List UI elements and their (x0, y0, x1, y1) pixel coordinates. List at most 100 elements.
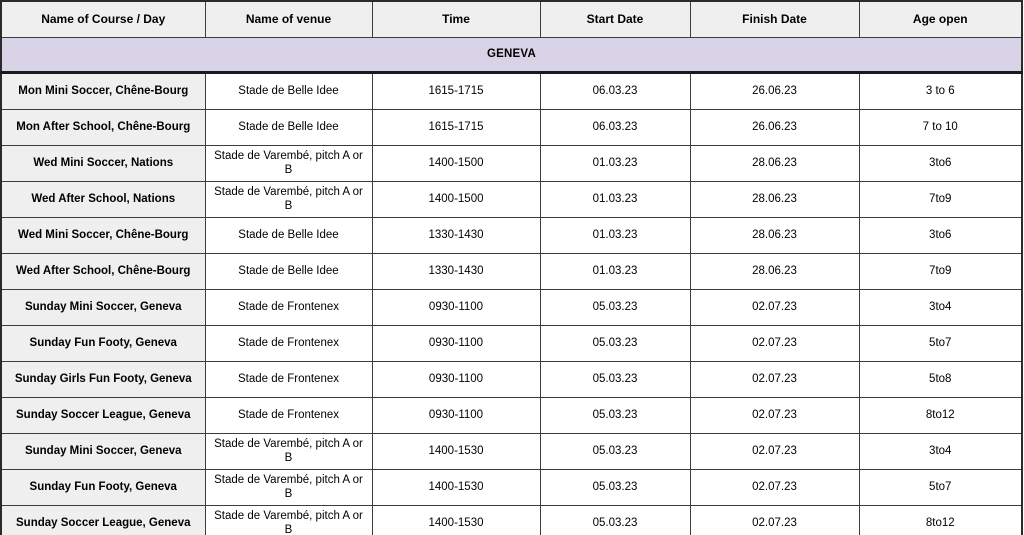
table-row: Wed After School, Nations Stade de Varem… (0, 181, 1023, 218)
age-open-cell: 3to4 (858, 289, 1023, 326)
age-open-cell: 5to7 (858, 325, 1023, 362)
start-date-cell: 05.03.23 (539, 397, 691, 434)
finish-date-cell: 02.07.23 (689, 325, 860, 362)
finish-date-cell: 02.07.23 (689, 397, 860, 434)
age-open-cell: 7 to 10 (858, 109, 1023, 146)
finish-date-cell: 28.06.23 (689, 181, 860, 218)
finish-date-cell: 28.06.23 (689, 253, 860, 290)
course-cell: Sunday Soccer League, Geneva (0, 397, 206, 434)
section-banner-row: GENEVA (0, 37, 1023, 74)
table-row: Sunday Mini Soccer, Geneva Stade de Fron… (0, 289, 1023, 326)
table-row: Sunday Soccer League, Geneva Stade de Va… (0, 505, 1023, 535)
table-body: Mon Mini Soccer, Chêne-Bourg Stade de Be… (0, 72, 1023, 535)
age-open-cell: 3to4 (858, 433, 1023, 470)
column-header-start: Start Date (539, 0, 691, 38)
start-date-cell: 05.03.23 (539, 433, 691, 470)
column-header-finish: Finish Date (689, 0, 860, 38)
finish-date-cell: 02.07.23 (689, 433, 860, 470)
time-cell: 1330-1430 (371, 253, 541, 290)
start-date-cell: 01.03.23 (539, 217, 691, 254)
venue-cell: Stade de Frontenex (204, 397, 373, 434)
age-open-cell: 8to12 (858, 397, 1023, 434)
start-date-cell: 06.03.23 (539, 109, 691, 146)
start-date-cell: 05.03.23 (539, 289, 691, 326)
course-cell: Wed After School, Chêne-Bourg (0, 253, 206, 290)
time-cell: 1400-1530 (371, 433, 541, 470)
course-cell: Sunday Girls Fun Footy, Geneva (0, 361, 206, 398)
course-cell: Sunday Fun Footy, Geneva (0, 469, 206, 506)
table-row: Sunday Girls Fun Footy, Geneva Stade de … (0, 361, 1023, 398)
course-cell: Wed Mini Soccer, Nations (0, 145, 206, 182)
venue-cell: Stade de Frontenex (204, 361, 373, 398)
start-date-cell: 01.03.23 (539, 145, 691, 182)
venue-cell: Stade de Varembé, pitch A or B (204, 145, 373, 182)
table-row: Sunday Soccer League, Geneva Stade de Fr… (0, 397, 1023, 434)
column-header-course: Name of Course / Day (0, 0, 206, 38)
time-cell: 1330-1430 (371, 217, 541, 254)
finish-date-cell: 26.06.23 (689, 72, 860, 110)
venue-cell: Stade de Belle Idee (204, 109, 373, 146)
course-cell: Sunday Mini Soccer, Geneva (0, 289, 206, 326)
time-cell: 0930-1100 (371, 397, 541, 434)
course-cell: Sunday Soccer League, Geneva (0, 505, 206, 535)
table-row: Sunday Mini Soccer, Geneva Stade de Vare… (0, 433, 1023, 470)
table-row: Sunday Fun Footy, Geneva Stade de Varemb… (0, 469, 1023, 506)
time-cell: 1400-1530 (371, 505, 541, 535)
finish-date-cell: 28.06.23 (689, 145, 860, 182)
section-banner-geneva: GENEVA (0, 37, 1023, 74)
venue-cell: Stade de Belle Idee (204, 253, 373, 290)
time-cell: 1400-1500 (371, 181, 541, 218)
table-row: Mon After School, Chêne-Bourg Stade de B… (0, 109, 1023, 146)
time-cell: 1615-1715 (371, 72, 541, 110)
time-cell: 1400-1530 (371, 469, 541, 506)
course-cell: Mon After School, Chêne-Bourg (0, 109, 206, 146)
time-cell: 0930-1100 (371, 289, 541, 326)
time-cell: 0930-1100 (371, 325, 541, 362)
start-date-cell: 06.03.23 (539, 72, 691, 110)
table-row: Sunday Fun Footy, Geneva Stade de Fronte… (0, 325, 1023, 362)
table-row: Wed After School, Chêne-Bourg Stade de B… (0, 253, 1023, 290)
age-open-cell: 7to9 (858, 181, 1023, 218)
venue-cell: Stade de Varembé, pitch A or B (204, 505, 373, 535)
column-header-age: Age open (858, 0, 1023, 38)
column-header-time: Time (371, 0, 541, 38)
age-open-cell: 3to6 (858, 217, 1023, 254)
age-open-cell: 3 to 6 (858, 72, 1023, 110)
start-date-cell: 05.03.23 (539, 505, 691, 535)
course-cell: Wed After School, Nations (0, 181, 206, 218)
age-open-cell: 5to7 (858, 469, 1023, 506)
age-open-cell: 5to8 (858, 361, 1023, 398)
venue-cell: Stade de Frontenex (204, 289, 373, 326)
age-open-cell: 8to12 (858, 505, 1023, 535)
finish-date-cell: 02.07.23 (689, 505, 860, 535)
start-date-cell: 01.03.23 (539, 181, 691, 218)
finish-date-cell: 02.07.23 (689, 361, 860, 398)
venue-cell: Stade de Varembé, pitch A or B (204, 469, 373, 506)
age-open-cell: 3to6 (858, 145, 1023, 182)
venue-cell: Stade de Belle Idee (204, 217, 373, 254)
table-row: Mon Mini Soccer, Chêne-Bourg Stade de Be… (0, 72, 1023, 110)
finish-date-cell: 02.07.23 (689, 289, 860, 326)
start-date-cell: 05.03.23 (539, 361, 691, 398)
venue-cell: Stade de Belle Idee (204, 72, 373, 110)
course-cell: Wed Mini Soccer, Chêne-Bourg (0, 217, 206, 254)
venue-cell: Stade de Frontenex (204, 325, 373, 362)
course-cell: Sunday Mini Soccer, Geneva (0, 433, 206, 470)
time-cell: 1615-1715 (371, 109, 541, 146)
time-cell: 0930-1100 (371, 361, 541, 398)
finish-date-cell: 28.06.23 (689, 217, 860, 254)
start-date-cell: 05.03.23 (539, 469, 691, 506)
table-header-row: Name of Course / Day Name of venue Time … (0, 0, 1023, 38)
finish-date-cell: 26.06.23 (689, 109, 860, 146)
table-row: Wed Mini Soccer, Nations Stade de Varemb… (0, 145, 1023, 182)
course-cell: Sunday Fun Footy, Geneva (0, 325, 206, 362)
venue-cell: Stade de Varembé, pitch A or B (204, 181, 373, 218)
start-date-cell: 01.03.23 (539, 253, 691, 290)
column-header-venue: Name of venue (204, 0, 373, 38)
finish-date-cell: 02.07.23 (689, 469, 860, 506)
time-cell: 1400-1500 (371, 145, 541, 182)
age-open-cell: 7to9 (858, 253, 1023, 290)
course-cell: Mon Mini Soccer, Chêne-Bourg (0, 72, 206, 110)
